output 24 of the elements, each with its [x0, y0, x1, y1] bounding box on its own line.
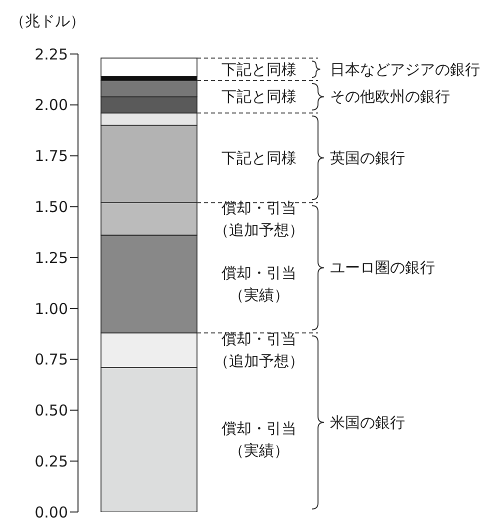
bar	[100, 58, 198, 77]
text: 米国の銀行	[330, 413, 405, 432]
y-tick-label: 0.75	[34, 350, 68, 369]
text: 英国の銀行	[330, 148, 405, 167]
y-tick-label: 2.00	[34, 96, 68, 114]
text: 償却・引当（追加予想）	[214, 198, 304, 239]
text: 償却・引当（実績）	[222, 420, 296, 460]
text: その他欧州の銀行	[330, 88, 450, 106]
y-tick-label: 2.25	[34, 45, 68, 64]
text: 下記と同様	[222, 60, 296, 78]
y-tick-label: 1.50	[34, 198, 68, 216]
y-tick-label: 1.25	[34, 248, 68, 267]
y-tick-label: 1.00	[34, 300, 68, 318]
y-tick-label: 0.00	[34, 503, 68, 520]
text: 下記と同様	[222, 88, 296, 106]
text: 償却・引当（追加予想）	[214, 330, 304, 370]
text: 下記と同様	[222, 148, 296, 167]
text: 償却・引当（実績）	[222, 264, 296, 304]
text: ユーロ圏の銀行	[330, 258, 435, 277]
y-tick-label: 0.25	[34, 452, 68, 470]
text: 日本などアジアの銀行	[330, 60, 480, 78]
y-tick-label: 0.50	[34, 402, 68, 420]
y-axis-title: （兆ドル）	[10, 12, 85, 30]
y-tick-label: 1.75	[34, 147, 68, 166]
